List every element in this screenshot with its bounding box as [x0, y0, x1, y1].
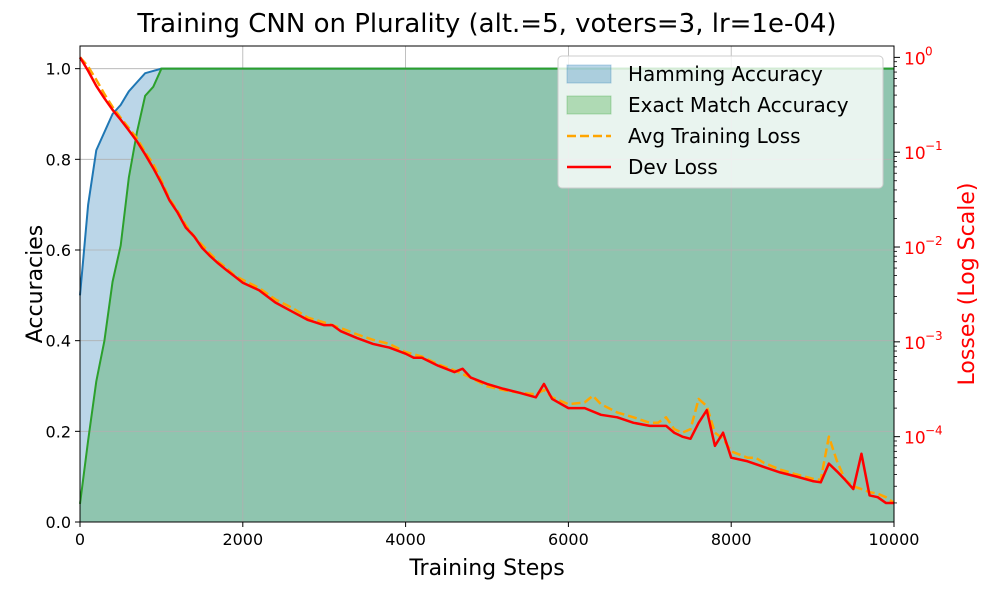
- y2-tick-base: 10: [904, 49, 926, 69]
- x-axis-label: Training Steps: [408, 556, 564, 581]
- y-axis-label: Accuracies: [23, 225, 48, 344]
- chart-title: Training CNN on Plurality (alt.=5, voter…: [136, 9, 836, 39]
- y-tick-label: 0.4: [46, 332, 71, 351]
- x-tick-label: 4000: [385, 530, 426, 549]
- y2-tick-base: 10: [904, 239, 926, 259]
- y2-tick-exponent: 0: [925, 44, 933, 58]
- y-tick-label: 0.0: [46, 513, 71, 532]
- legend-label-dev-loss: Dev Loss: [628, 155, 718, 179]
- x-tick-label: 10000: [869, 530, 920, 549]
- x-tick-label: 2000: [222, 530, 263, 549]
- dev-loss-line: [78, 56, 894, 505]
- legend-entry-dev-loss: Dev Loss: [567, 155, 718, 179]
- legend-entry-hamming: Hamming Accuracy: [566, 62, 823, 86]
- exact-match-accuracy-line: [79, 67, 894, 504]
- legend-entry-exact: Exact Match Accuracy: [566, 93, 849, 117]
- legend-label-exact: Exact Match Accuracy: [628, 93, 849, 117]
- y2-tick-base: 10: [904, 334, 926, 354]
- x-tick-label: 0: [75, 530, 85, 549]
- accuracy-lines: [79, 67, 894, 504]
- y2-tick-exponent: −4: [925, 424, 943, 438]
- y2-tick-base: 10: [904, 429, 926, 449]
- plot-frame: [79, 45, 895, 523]
- y2-tick-exponent: −3: [925, 329, 943, 343]
- legend-swatch-exact: [566, 95, 612, 115]
- legend-box: [557, 55, 884, 189]
- y2-tick-label: 10 −4: [904, 424, 943, 449]
- y2-tick-base: 10: [904, 144, 926, 164]
- loss-lines: [78, 56, 895, 505]
- legend-entry-train-loss: Avg Training Loss: [567, 124, 801, 148]
- y-tick-label: 0.2: [46, 422, 71, 441]
- y-axis-left: 0.0 0.2 0.4 0.6 0.8 1.0: [46, 60, 80, 532]
- legend: Hamming Accuracy Exact Match Accuracy Av…: [557, 55, 884, 189]
- y2-axis-label: Losses (Log Scale): [955, 183, 980, 386]
- y-tick-label: 0.8: [46, 150, 71, 169]
- y-tick-label: 1.0: [46, 60, 71, 79]
- legend-label-train-loss: Avg Training Loss: [628, 124, 801, 148]
- y2-tick-label: 10 0: [904, 44, 933, 69]
- legend-label-hamming: Hamming Accuracy: [628, 62, 823, 86]
- x-tick-label: 6000: [548, 530, 589, 549]
- y-tick-label: 0.6: [46, 241, 71, 260]
- legend-swatch-hamming: [566, 64, 612, 84]
- x-tick-label: 8000: [711, 530, 752, 549]
- y2-tick-label: 10 −3: [904, 329, 943, 354]
- y2-tick-exponent: −1: [925, 139, 943, 153]
- y2-tick-label: 10 −1: [904, 139, 943, 164]
- y2-tick-exponent: −2: [925, 234, 943, 248]
- y2-tick-label: 10 −2: [904, 234, 943, 259]
- x-axis: 0 2000 4000 6000 8000 10000: [75, 522, 920, 549]
